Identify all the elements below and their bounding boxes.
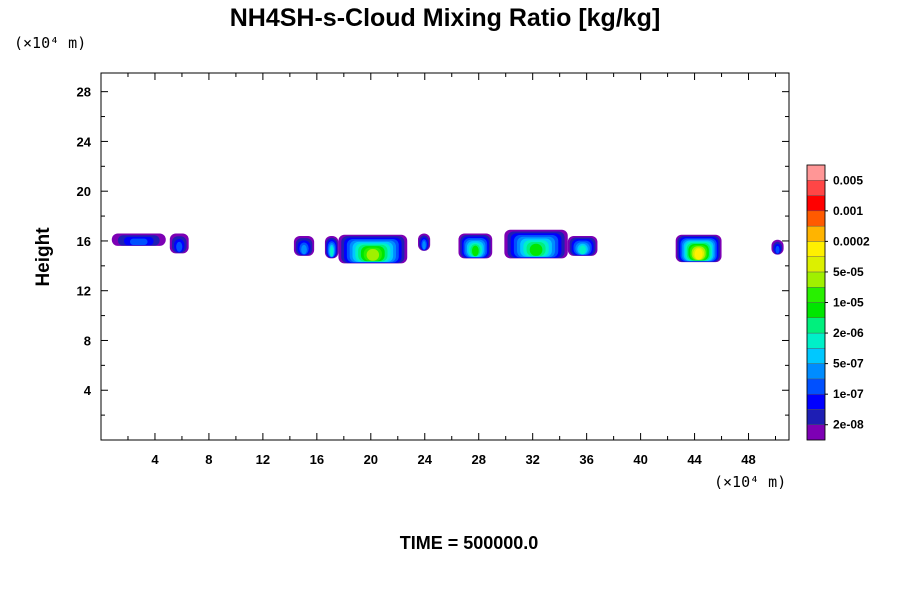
colorbar-swatch (806, 210, 826, 227)
y-tick-label: 20 (77, 184, 91, 199)
colorbar-swatch (806, 393, 826, 410)
colorbar-swatch (806, 164, 826, 181)
colorbar-swatch (806, 271, 826, 288)
colorbar-swatch (806, 225, 826, 242)
cloud-contour (529, 243, 543, 256)
colorbar-label: 0.0002 (833, 234, 870, 248)
colorbar-label: 5e-07 (833, 357, 864, 371)
colorbar-swatch (806, 241, 826, 257)
y-tick-label: 4 (84, 383, 92, 398)
plot-frame (100, 72, 790, 441)
colorbar-label: 2e-06 (833, 326, 864, 340)
cloud-contour (130, 238, 148, 245)
y-unit-label: (×10⁴ m) (14, 34, 86, 52)
cloud-contour (775, 245, 780, 254)
colorbar-swatch (806, 256, 826, 273)
y-tick-label: 12 (77, 284, 91, 299)
colorbar-swatch (806, 363, 826, 380)
y-tick-label: 16 (77, 234, 91, 249)
colorbar-swatch (806, 409, 826, 425)
colorbar-swatch (806, 302, 826, 318)
y-axis-label: Height (33, 227, 54, 287)
colorbar-label: 1e-05 (833, 296, 864, 310)
cloud-contour (301, 244, 307, 255)
colorbar-label: 1e-07 (833, 387, 864, 401)
y-tick-label: 28 (77, 85, 91, 100)
colorbar-swatch (806, 317, 826, 334)
x-tick-label: 40 (633, 452, 647, 467)
x-tick-label: 12 (256, 452, 270, 467)
cloud-contour (422, 241, 426, 250)
colorbar-label: 0.001 (833, 204, 863, 218)
colorbar-label: 5e-05 (833, 265, 864, 279)
y-tick-label: 8 (84, 333, 91, 348)
colorbar-swatch (806, 287, 826, 303)
cloud-contour (176, 241, 183, 252)
x-tick-label: 32 (525, 452, 539, 467)
time-label: TIME = 500000.0 (400, 533, 539, 553)
x-unit-label: (×10⁴ m) (714, 473, 786, 491)
x-tick-label: 28 (471, 452, 485, 467)
chart-title: NH4SH-s-Cloud Mixing Ratio [kg/kg] (230, 4, 661, 32)
cloud-field (111, 229, 784, 264)
cloud-contour (579, 245, 586, 255)
colorbar-swatch (806, 348, 826, 364)
colorbar-label: 0.005 (833, 173, 863, 187)
cloud-contour (694, 248, 703, 260)
colorbar-label: 2e-08 (833, 418, 864, 432)
x-tick-label: 48 (741, 452, 755, 467)
cloud-contour (471, 245, 479, 257)
colorbar-swatch (806, 424, 826, 441)
x-tick-label: 4 (151, 452, 159, 467)
colorbar-swatch (806, 378, 826, 395)
x-tick-label: 44 (687, 452, 702, 467)
x-tick-label: 36 (579, 452, 593, 467)
x-tick-label: 16 (310, 452, 324, 467)
colorbar: 2e-08 1e-07 5e-07 2e-06 1e-05 5e-05 0.0002 0.00… (806, 164, 870, 441)
x-tick-label: 24 (418, 452, 433, 467)
colorbar-swatch (806, 180, 826, 196)
cloud-contour (366, 249, 380, 261)
x-tick-label: 20 (364, 452, 378, 467)
colorbar-swatch (806, 195, 826, 212)
colorbar-swatch (806, 332, 826, 349)
y-tick-label: 24 (77, 134, 92, 149)
cloud-contour (330, 246, 334, 257)
x-tick-label: 8 (205, 452, 212, 467)
